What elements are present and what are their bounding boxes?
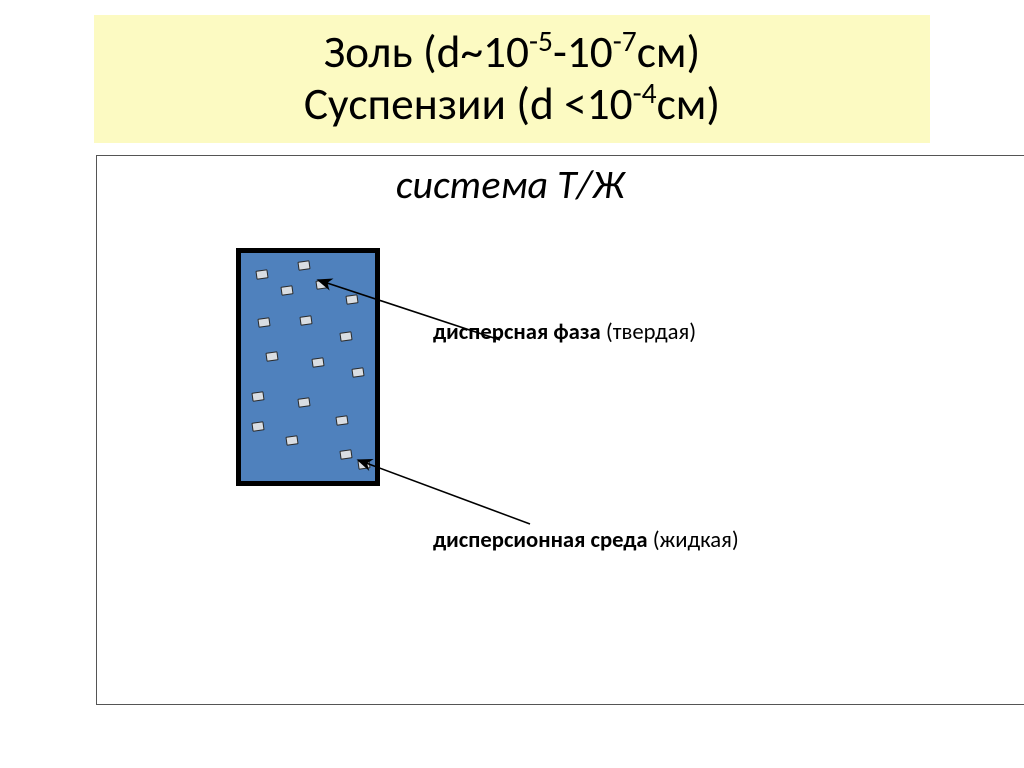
label-dispersion-medium-extra: (жидкая): [648, 526, 739, 554]
label-dispersed-phase: дисперсная фаза (твердая): [433, 318, 696, 346]
slide: Золь (d~10-5-10-7см) Суспензии (d <10-4с…: [0, 0, 1024, 768]
particle: [280, 285, 293, 296]
label-dispersion-medium: дисперсионная среда (жидкая): [433, 526, 739, 554]
label-dispersed-phase-extra: (твердая): [601, 318, 696, 346]
particle: [297, 397, 310, 408]
label-dispersed-phase-bold: дисперсная фаза: [433, 318, 601, 346]
particle: [255, 269, 268, 280]
particle: [265, 351, 278, 362]
particle: [257, 317, 270, 328]
particle: [339, 331, 352, 342]
particle: [315, 279, 328, 290]
particle: [335, 415, 348, 426]
particle: [311, 357, 324, 368]
particle: [345, 294, 358, 305]
particle: [299, 315, 312, 326]
label-dispersion-medium-bold: дисперсионная среда: [433, 526, 648, 554]
title-line-2: Суспензии (d <10-4см): [94, 79, 930, 131]
title-line-1: Золь (d~10-5-10-7см): [94, 27, 930, 79]
particle: [351, 367, 364, 378]
title-box: Золь (d~10-5-10-7см) Суспензии (d <10-4с…: [94, 15, 930, 143]
particle: [251, 421, 264, 432]
particle: [357, 459, 370, 470]
particle: [285, 435, 298, 446]
subtitle: система Т/Ж: [100, 160, 920, 209]
particle: [251, 391, 264, 402]
particle: [297, 260, 310, 271]
particle: [339, 449, 352, 460]
